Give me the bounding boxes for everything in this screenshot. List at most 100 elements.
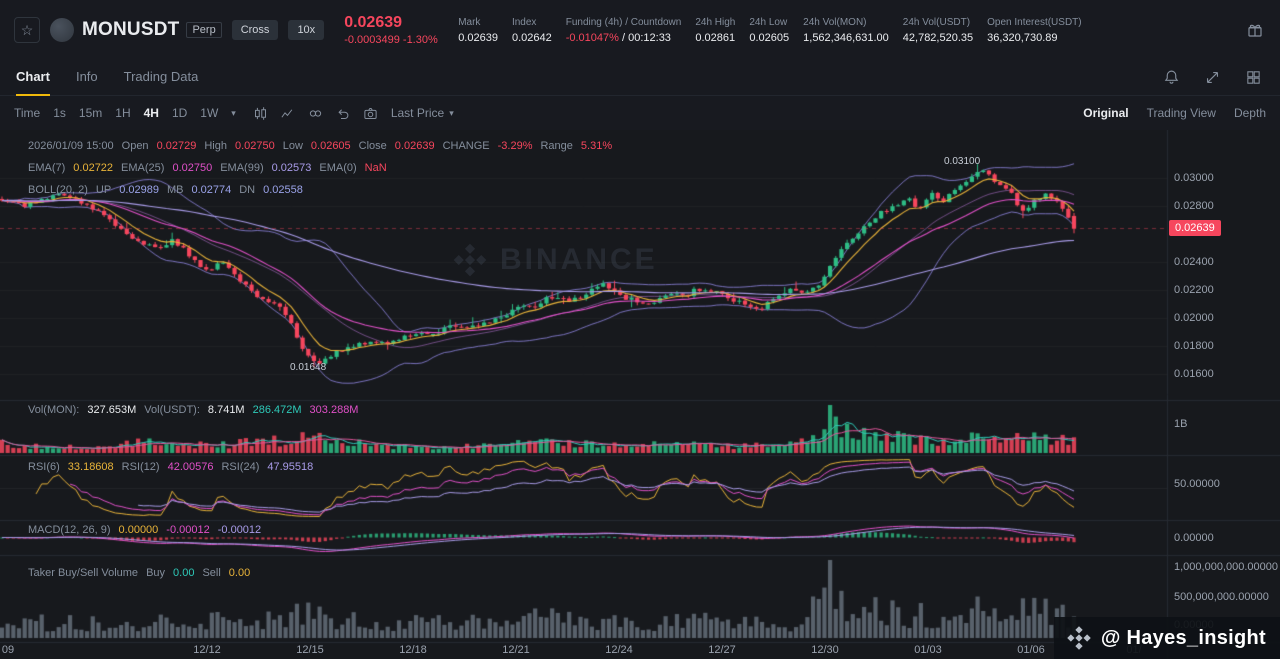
stat-24h-low: 24h Low 0.02605: [749, 17, 789, 44]
stat-value: 1,562,346,631.00: [803, 31, 889, 44]
ema25-value: 0.02750: [172, 162, 213, 174]
time-axis[interactable]: 09 12/12 12/15 12/18 12/21 12/24 12/27 12/30 01/…: [0, 644, 1280, 659]
symbol-title[interactable]: MONUSDT: [82, 19, 180, 40]
legend-low-label: Low: [282, 140, 303, 152]
fullscreen-button[interactable]: [1200, 65, 1225, 90]
x-axis-tick: 01/06: [1017, 644, 1045, 656]
screenshot-icon[interactable]: [363, 106, 378, 121]
last-price: 0.02639: [344, 14, 403, 31]
tab-trading-data[interactable]: Trading Data: [123, 68, 199, 84]
layout-button[interactable]: [1241, 65, 1266, 90]
view-original[interactable]: Original: [1083, 106, 1129, 120]
legend-low-value: 0.02605: [310, 140, 351, 152]
macd-dea-value: -0.00012: [217, 524, 262, 536]
stat-open-interest: Open Interest(USDT) 36,320,730.89: [987, 17, 1081, 44]
x-axis-tick: 12/30: [811, 644, 839, 656]
x-axis-tick: 12/21: [502, 644, 530, 656]
stat-value: 36,320,730.89: [987, 31, 1058, 44]
x-axis-tick: 09: [1, 644, 15, 656]
low-annotation: 0.01648: [290, 362, 327, 374]
rsi6-value: 33.18608: [67, 461, 114, 473]
boll-dn-value: 0.02558: [263, 184, 303, 196]
boll-legend: BOLL(20, 2) UP 0.02989 MB 0.02774 DN 0.0…: [28, 184, 303, 196]
chevron-down-icon: ▾: [449, 107, 454, 118]
ema0-label: EMA(0): [319, 162, 357, 174]
header: ☆ MONUSDT Perp Cross 10x 0.02639 -0.0003…: [0, 0, 1280, 60]
stat-funding: Funding (4h) / Countdown -0.01047% / 00:…: [566, 17, 682, 44]
time-label: Time: [14, 106, 41, 120]
contract-type-badge[interactable]: Perp: [186, 22, 222, 38]
price-axis-tick: 0.02200: [1174, 284, 1214, 296]
promo-button[interactable]: [1242, 17, 1268, 43]
stat-mark: Mark 0.02639: [458, 17, 498, 44]
chart-style-icon[interactable]: [280, 106, 295, 121]
ohlc-legend: 2026/01/09 15:00 Open 0.02729 High 0.027…: [28, 140, 612, 152]
interval-1w[interactable]: 1W: [200, 106, 219, 120]
expand-icon: [1206, 71, 1219, 84]
price-axis-tick: 0.02000: [1174, 312, 1214, 324]
stat-label: 24h Vol(USDT): [902, 16, 971, 28]
grid-icon: [1247, 71, 1260, 84]
leverage-button[interactable]: 10x: [288, 20, 325, 40]
author-watermark: @ Hayes_insight: [1053, 617, 1280, 659]
legend-high-label: High: [204, 140, 227, 152]
stat-value: 0.02639: [458, 31, 498, 44]
ema99-value: 0.02573: [271, 162, 312, 174]
interval-dropdown-icon[interactable]: ▾: [231, 107, 236, 118]
price-source-dropdown[interactable]: Last Price ▾: [391, 106, 454, 120]
chart-toolbar: Time 1s 15m 1H 4H 1D 1W ▾ Last Price ▾ O…: [0, 96, 1280, 130]
legend-open-label: Open: [121, 140, 149, 152]
view-depth[interactable]: Depth: [1233, 106, 1266, 120]
taker-sell-value: 0.00: [228, 567, 251, 579]
vol-ma1-value: 286.472M: [252, 404, 302, 416]
price-axis-tick: 0.01600: [1174, 368, 1214, 380]
tab-info[interactable]: Info: [75, 68, 98, 84]
stat-value: 0.02605: [749, 31, 790, 44]
view-tradingview[interactable]: Trading View: [1146, 106, 1216, 120]
ema99-label: EMA(99): [220, 162, 264, 174]
interval-1s[interactable]: 1s: [53, 106, 66, 120]
stat-24h-vol-base: 24h Vol(MON) 1,562,346,631.00: [803, 17, 889, 44]
interval-15m[interactable]: 15m: [78, 106, 103, 120]
ema7-label: EMA(7): [28, 162, 66, 174]
margin-mode-button[interactable]: Cross: [231, 20, 279, 40]
price-block: 0.02639 -0.0003499 -1.30%: [344, 14, 440, 46]
legend-range-value: 5.31%: [580, 140, 613, 152]
boll-dn-label: DN: [239, 184, 256, 196]
indicator-icon[interactable]: [253, 106, 268, 121]
legend-close-value: 0.02639: [394, 140, 435, 152]
chart-tabs: Chart Info Trading Data: [0, 60, 1280, 96]
ema25-label: EMA(25): [121, 162, 165, 174]
stat-24h-vol-usdt: 24h Vol(USDT) 42,782,520.35: [903, 17, 973, 44]
interval-1h[interactable]: 1H: [115, 106, 131, 120]
vol-mon-value: 327.653M: [87, 404, 137, 416]
legend-close-label: Close: [358, 140, 387, 152]
vol-mon-label: Vol(MON):: [28, 404, 80, 416]
candlestick-chart-canvas[interactable]: [0, 130, 1280, 659]
rsi6-label: RSI(6): [28, 461, 60, 473]
stat-index: Index 0.02642: [512, 17, 552, 44]
alert-button[interactable]: [1159, 65, 1184, 90]
bell-icon: [1164, 70, 1179, 84]
interval-1d[interactable]: 1D: [171, 106, 188, 120]
funding-countdown: / 00:12:33: [618, 31, 671, 44]
compare-icon[interactable]: [307, 106, 324, 121]
undo-icon[interactable]: [336, 106, 351, 121]
rsi12-label: RSI(12): [121, 461, 160, 473]
interval-4h[interactable]: 4H: [143, 106, 159, 120]
stat-label: Open Interest(USDT): [987, 16, 1082, 28]
x-axis-tick: 12/27: [708, 644, 736, 656]
legend-change-label: CHANGE: [442, 140, 490, 152]
legend-range-label: Range: [540, 140, 573, 152]
chart-area[interactable]: BINANCE 2026/01/09 15:00 Open 0.02729 Hi…: [0, 130, 1280, 659]
stat-label: 24h Low: [749, 16, 788, 28]
tab-chart[interactable]: Chart: [16, 60, 50, 96]
taker-label: Taker Buy/Sell Volume: [28, 567, 139, 579]
taker-axis-value-500m: 500,000,000.00000: [1174, 591, 1269, 603]
rsi12-value: 42.00576: [167, 461, 214, 473]
favorite-button[interactable]: ☆: [14, 17, 40, 43]
gift-icon: [1248, 24, 1262, 37]
boll-mb-value: 0.02774: [191, 184, 232, 196]
stat-label: Funding (4h) / Countdown: [565, 16, 682, 28]
vol-usdt-value: 8.741M: [207, 404, 245, 416]
